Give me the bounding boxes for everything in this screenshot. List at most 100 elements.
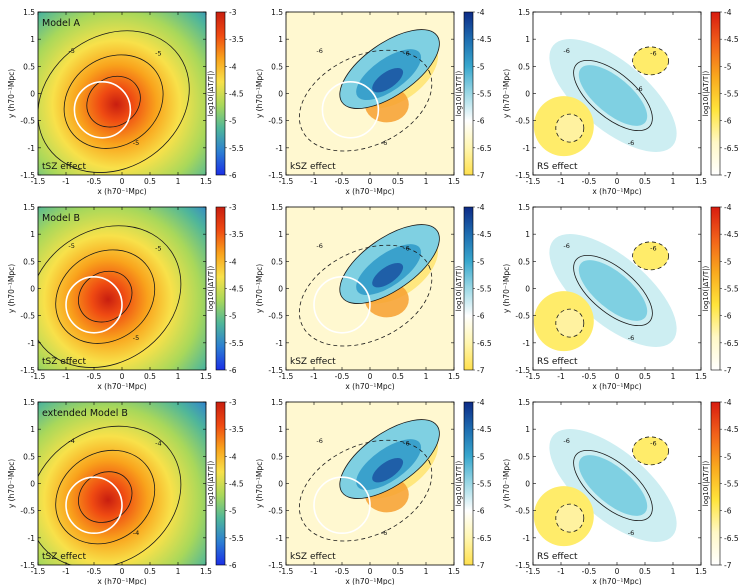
y-tick-label: 1.5 <box>23 8 35 17</box>
colorbar-tick-label: -3.5 <box>229 230 244 239</box>
x-tick-label: 1 <box>424 177 429 186</box>
y-tick-label: 0 <box>525 480 530 489</box>
colorbar-tick-label: -6 <box>477 117 485 126</box>
negative-lobe-core <box>578 455 648 516</box>
x-tick-label: 0.5 <box>144 372 156 381</box>
x-tick-label: 1.5 <box>448 372 460 381</box>
contour-label: -6 <box>563 242 569 250</box>
colorbar-tick-label: -4 <box>724 203 732 212</box>
x-tick-label: 1.5 <box>200 567 212 576</box>
panel-rs-row2: -6 -6 -6 -1.5 -1 -0.5 0 0.5 1 1.5 1.5 1 0.5 0 -0.5 -1 -1… <box>502 203 739 391</box>
x-tick-label: 0 <box>120 567 125 576</box>
y-tick-label: -1 <box>523 534 531 543</box>
aperture-circle <box>73 81 132 139</box>
colorbar-tick-label: -4.5 <box>477 425 492 434</box>
colorbar-tick-label: -5.5 <box>477 480 492 489</box>
colorbar <box>463 401 474 566</box>
x-tick-label: 1.5 <box>695 372 707 381</box>
colorbar-tick-label: -6.5 <box>477 339 492 348</box>
x-tick-label: -0.5 <box>335 177 350 186</box>
positive-lobe <box>632 46 669 76</box>
heatmap-body: -6 -6 -6 <box>286 12 454 175</box>
y-tick-label: -1 <box>28 534 36 543</box>
negative-lobe-core <box>578 65 648 126</box>
heatmap-body: -6 -6 -6 <box>286 402 454 565</box>
contour-label: -6 <box>636 85 642 93</box>
colorbar-tick-label: -6 <box>229 171 237 180</box>
y-axis-label: y (h70⁻¹Mpc) <box>502 459 511 508</box>
x-tick-label: -0.5 <box>582 567 597 576</box>
y-tick-label: 1 <box>30 230 35 239</box>
contour-label: -4 <box>68 437 74 445</box>
y-tick-label: -1 <box>276 144 284 153</box>
y-tick-label: -1.5 <box>20 561 35 570</box>
colorbar <box>710 206 721 371</box>
colorbar-tick-label: -6 <box>477 507 485 516</box>
contour-line <box>38 425 182 565</box>
colorbar-tick-label: -7 <box>724 366 732 375</box>
x-tick-label: -1.5 <box>526 372 541 381</box>
contour-line <box>55 449 156 545</box>
y-axis-label: y (h70⁻¹Mpc) <box>255 69 264 118</box>
x-tick-label: -0.5 <box>87 567 102 576</box>
colorbar-tick-label: -5.5 <box>724 480 739 489</box>
colorbar-tick-label: -4 <box>477 203 485 212</box>
colorbar-label: log10(|ΔT/T|) <box>207 461 215 507</box>
y-tick-label: -1.5 <box>268 561 283 570</box>
x-tick-label: -0.5 <box>582 372 597 381</box>
contour-label: -4 <box>133 529 139 537</box>
contour-line-dashed <box>555 503 585 533</box>
x-tick-label: -1.5 <box>279 177 294 186</box>
colorbar-tick-label: -4 <box>724 8 732 17</box>
y-axis-label: y (h70⁻¹Mpc) <box>502 264 511 313</box>
x-tick-label: 0.5 <box>144 567 156 576</box>
contour-label: -6 <box>381 139 387 147</box>
contour-label: -5 <box>133 139 139 147</box>
colorbar-tick-label: -5 <box>477 257 485 266</box>
model-label: extended Model B <box>42 408 128 419</box>
contour-label: -6 <box>650 439 656 447</box>
y-tick-label: 0 <box>30 285 35 294</box>
x-tick-label: 0 <box>368 567 373 576</box>
x-tick-label: 0 <box>120 177 125 186</box>
x-tick-label: -0.5 <box>87 177 102 186</box>
x-tick-label: 1.5 <box>448 177 460 186</box>
contour-line-dashed <box>298 49 433 152</box>
y-tick-label: 0.5 <box>23 257 35 266</box>
y-tick-label: -1 <box>523 144 531 153</box>
colorbar-tick-label: -5.5 <box>229 339 244 348</box>
colorbar-tick-label: -6 <box>477 312 485 321</box>
colorbar-tick-label: -4 <box>229 257 237 266</box>
colorbar-tick-label: -5.5 <box>724 285 739 294</box>
x-tick-label: -1.5 <box>31 567 46 576</box>
negative-lobe-peak <box>372 67 404 93</box>
y-tick-label: 0.5 <box>518 62 530 71</box>
colorbar-label: log10(|ΔT/T|) <box>702 266 710 312</box>
x-tick-label: 0 <box>615 177 620 186</box>
model-label: Model A <box>42 18 81 29</box>
x-axis-label: x (h70⁻¹Mpc) <box>97 577 146 585</box>
colorbar-tick-label: -7 <box>477 366 485 375</box>
colorbar-label: log10(|ΔT/T|) <box>207 266 215 312</box>
y-tick-label: -1 <box>276 339 284 348</box>
y-tick-label: -1.5 <box>268 366 283 375</box>
y-tick-label: -1.5 <box>268 171 283 180</box>
x-tick-label: 1.5 <box>448 567 460 576</box>
effect-label: kSZ effect <box>290 357 336 367</box>
heatmap-body: -6 -6 -6 <box>533 402 701 565</box>
effect-label: kSZ effect <box>290 552 336 562</box>
colorbar-tick-label: -5.5 <box>229 534 244 543</box>
effect-label: kSZ effect <box>290 162 336 172</box>
positive-lobe <box>632 241 669 271</box>
tsz-field <box>38 12 206 175</box>
contour-label: -6 <box>650 244 656 252</box>
x-tick-label: 0.5 <box>392 372 404 381</box>
y-tick-label: 0.5 <box>271 257 283 266</box>
contour-label: -6 <box>563 437 569 445</box>
x-tick-label: 1 <box>671 567 676 576</box>
y-tick-label: -0.5 <box>268 312 283 321</box>
x-tick-label: 0 <box>615 372 620 381</box>
heatmap-body: -6 -6 -6 -6 <box>533 12 701 175</box>
y-tick-label: 1 <box>30 35 35 44</box>
x-tick-label: -1 <box>557 372 565 381</box>
